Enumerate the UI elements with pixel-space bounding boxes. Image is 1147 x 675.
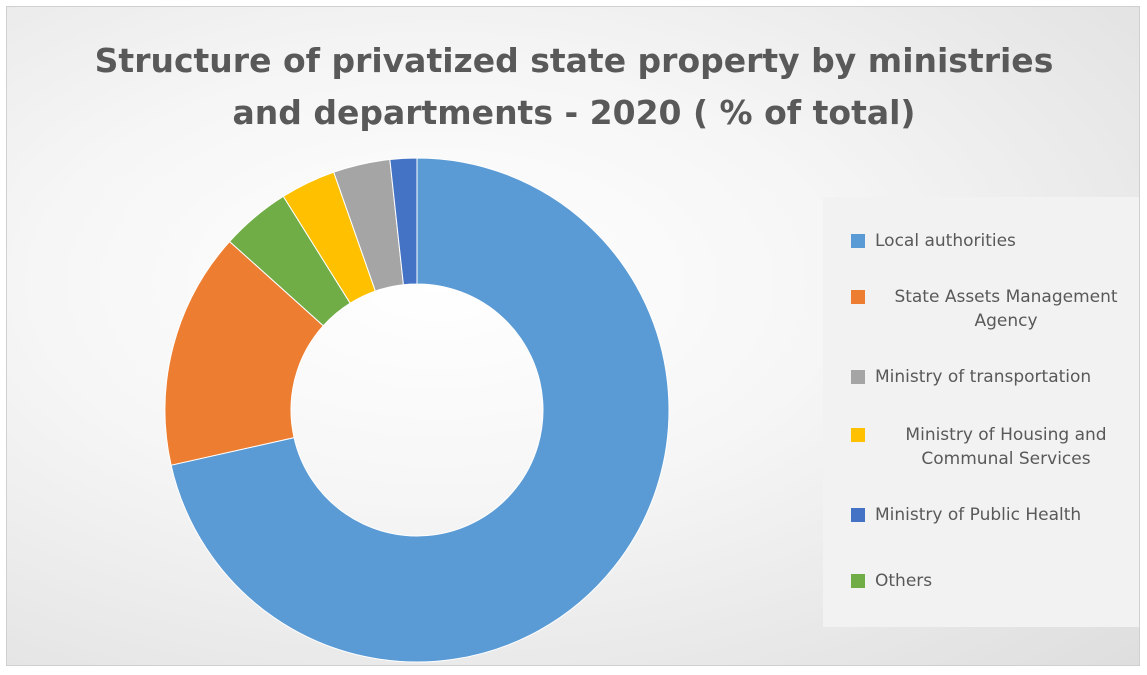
legend-swatch [851, 370, 865, 384]
chart-title: Structure of privatized state property b… [94, 41, 1054, 132]
legend-swatch [851, 574, 865, 588]
legend-label: Local authorities [875, 231, 1016, 251]
legend-label: State Assets Management Agency [894, 287, 1118, 331]
slice-state-assets-management-agency [164, 240, 324, 466]
legend-swatch [851, 290, 865, 304]
donut-chart [164, 157, 670, 663]
legend-label: Ministry of Public Health [875, 505, 1082, 525]
legend-swatch [851, 234, 865, 248]
legend-label: Others [875, 571, 933, 591]
legend-swatch [851, 508, 865, 522]
legend-label: Ministry of Housing and Communal Services [905, 425, 1107, 469]
chart-area: Structure of privatized state property b… [6, 6, 1140, 666]
legend-swatch [851, 428, 865, 442]
slice-ministry-of-public-health [389, 157, 418, 286]
legend: Local authorities State Assets Management… [823, 197, 1139, 627]
slice-local-authorities [170, 157, 670, 663]
legend-label: Ministry of transportation [875, 367, 1092, 387]
